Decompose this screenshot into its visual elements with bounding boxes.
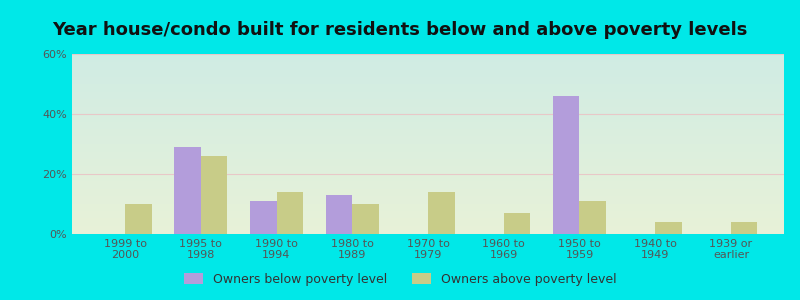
Bar	[352, 204, 378, 234]
Text: Year house/condo built for residents below and above poverty levels: Year house/condo built for residents bel…	[52, 21, 748, 39]
Bar	[277, 192, 303, 234]
Bar	[250, 201, 277, 234]
Legend: Owners below poverty level, Owners above poverty level: Owners below poverty level, Owners above…	[179, 268, 621, 291]
Bar	[579, 201, 606, 234]
Bar	[201, 156, 227, 234]
Bar	[553, 96, 579, 234]
Bar	[428, 192, 454, 234]
Bar	[504, 213, 530, 234]
Bar	[655, 222, 682, 234]
Bar	[125, 204, 151, 234]
Bar	[731, 222, 758, 234]
Bar	[174, 147, 201, 234]
Bar	[326, 195, 352, 234]
